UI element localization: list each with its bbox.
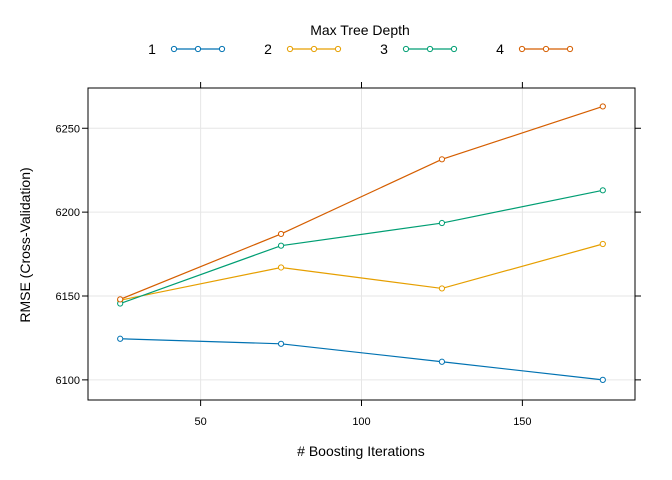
series-3: [117, 187, 606, 307]
grid: [88, 88, 635, 400]
data-point-3-2: [438, 219, 446, 227]
x-tick-label: 100: [352, 416, 370, 428]
data-point-4-2: [438, 156, 446, 163]
legend-swatch-point: [426, 45, 434, 53]
series-line-4: [119, 105, 604, 300]
axis-ticks: 50 100 150 6100 6150 6200 6250: [56, 82, 641, 428]
data-point-4-1: [277, 230, 285, 238]
y-tick-label: 6250: [56, 123, 80, 135]
legend-swatch-point: [542, 45, 550, 53]
legend-swatch-point: [402, 45, 410, 53]
legend-swatch-point: [566, 45, 574, 53]
legend: Max Tree Depth 1 2 3 4: [148, 22, 574, 57]
legend-swatch-point: [286, 45, 294, 53]
legend-label: 1: [148, 41, 156, 57]
x-axis-title: # Boosting Iterations: [297, 443, 425, 459]
legend-item-2: 2: [264, 41, 342, 57]
y-tick-label: 6200: [56, 207, 80, 219]
series: [117, 103, 606, 383]
legend-label: 4: [496, 41, 504, 57]
data-point-2-3: [599, 240, 606, 248]
data-point-2-2: [438, 285, 446, 292]
series-1: [117, 335, 606, 383]
data-point-1-1: [277, 340, 285, 347]
legend-swatch-point: [170, 45, 178, 53]
series-line-1: [120, 338, 603, 381]
legend-swatch-point: [310, 45, 318, 53]
legend-label: 2: [264, 41, 272, 57]
legend-label: 3: [380, 41, 388, 57]
data-point-4-0: [117, 296, 124, 303]
data-point-3-1: [277, 242, 285, 249]
data-point-1-0: [117, 335, 124, 342]
legend-item-3: 3: [380, 41, 458, 57]
legend-swatch-point: [450, 45, 458, 53]
legend-item-4: 4: [496, 41, 574, 57]
data-point-3-3: [599, 187, 606, 194]
data-point-1-3: [599, 376, 606, 383]
legend-swatch-point: [218, 45, 226, 53]
series-line-2: [120, 243, 603, 301]
data-point-4-3: [599, 103, 606, 110]
y-tick-label: 6100: [56, 375, 80, 387]
legend-swatch-point: [194, 45, 202, 53]
y-axis-title: RMSE (Cross-Validation): [17, 167, 33, 322]
x-tick-label: 150: [513, 416, 531, 428]
series-line-3: [119, 189, 603, 305]
legend-item-1: 1: [148, 41, 226, 57]
x-tick-label: 50: [194, 416, 206, 428]
data-point-1-2: [438, 358, 446, 365]
data-point-2-1: [277, 264, 285, 271]
series-4: [117, 103, 606, 303]
legend-title: Max Tree Depth: [310, 22, 410, 38]
legend-swatch-point: [518, 45, 526, 53]
legend-swatch-point: [334, 45, 342, 53]
y-tick-label: 6150: [56, 291, 80, 303]
